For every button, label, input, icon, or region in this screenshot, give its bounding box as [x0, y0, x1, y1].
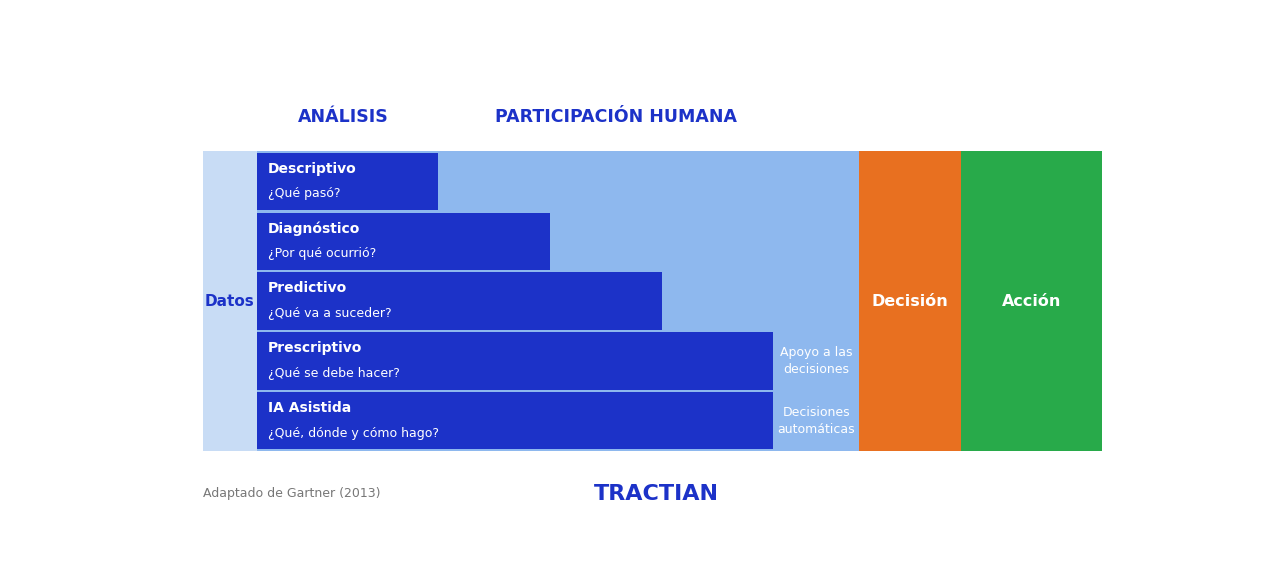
Bar	[257, 153, 438, 210]
Text: Datos: Datos	[205, 294, 255, 308]
Text: ¿Qué va a suceder?: ¿Qué va a suceder?	[268, 307, 392, 320]
Text: ANÁLISIS: ANÁLISIS	[298, 108, 389, 126]
Bar	[859, 152, 961, 451]
Text: Diagnóstico: Diagnóstico	[268, 221, 360, 236]
Text: Descriptivo: Descriptivo	[268, 161, 356, 176]
Text: Predictivo: Predictivo	[268, 281, 347, 295]
Bar	[257, 152, 859, 451]
Text: PARTICIPACIÓN HUMANA: PARTICIPACIÓN HUMANA	[495, 108, 737, 126]
Bar	[257, 212, 550, 270]
Text: ¿Qué se debe hacer?: ¿Qué se debe hacer?	[268, 367, 399, 380]
Bar	[257, 332, 773, 390]
Text: Adaptado de Gartner (2013): Adaptado de Gartner (2013)	[202, 487, 380, 500]
Text: ¿Qué, dónde y cómo hago?: ¿Qué, dónde y cómo hago?	[268, 427, 439, 440]
Text: Apoyo a las
decisiones: Apoyo a las decisiones	[780, 346, 852, 376]
Bar	[257, 273, 662, 330]
Bar	[961, 152, 1102, 451]
Text: Decisiones
automáticas: Decisiones automáticas	[777, 406, 855, 436]
Text: IA Asistida: IA Asistida	[268, 401, 351, 415]
Bar	[202, 152, 1102, 451]
Text: TRACTIAN: TRACTIAN	[594, 484, 718, 504]
Text: Prescriptivo: Prescriptivo	[268, 342, 362, 355]
Text: Acción: Acción	[1002, 294, 1061, 308]
Text: ¿Por qué ocurrió?: ¿Por qué ocurrió?	[268, 247, 376, 260]
Text: ¿Qué pasó?: ¿Qué pasó?	[268, 187, 340, 200]
Text: Decisión: Decisión	[872, 294, 948, 308]
Bar	[257, 393, 773, 449]
